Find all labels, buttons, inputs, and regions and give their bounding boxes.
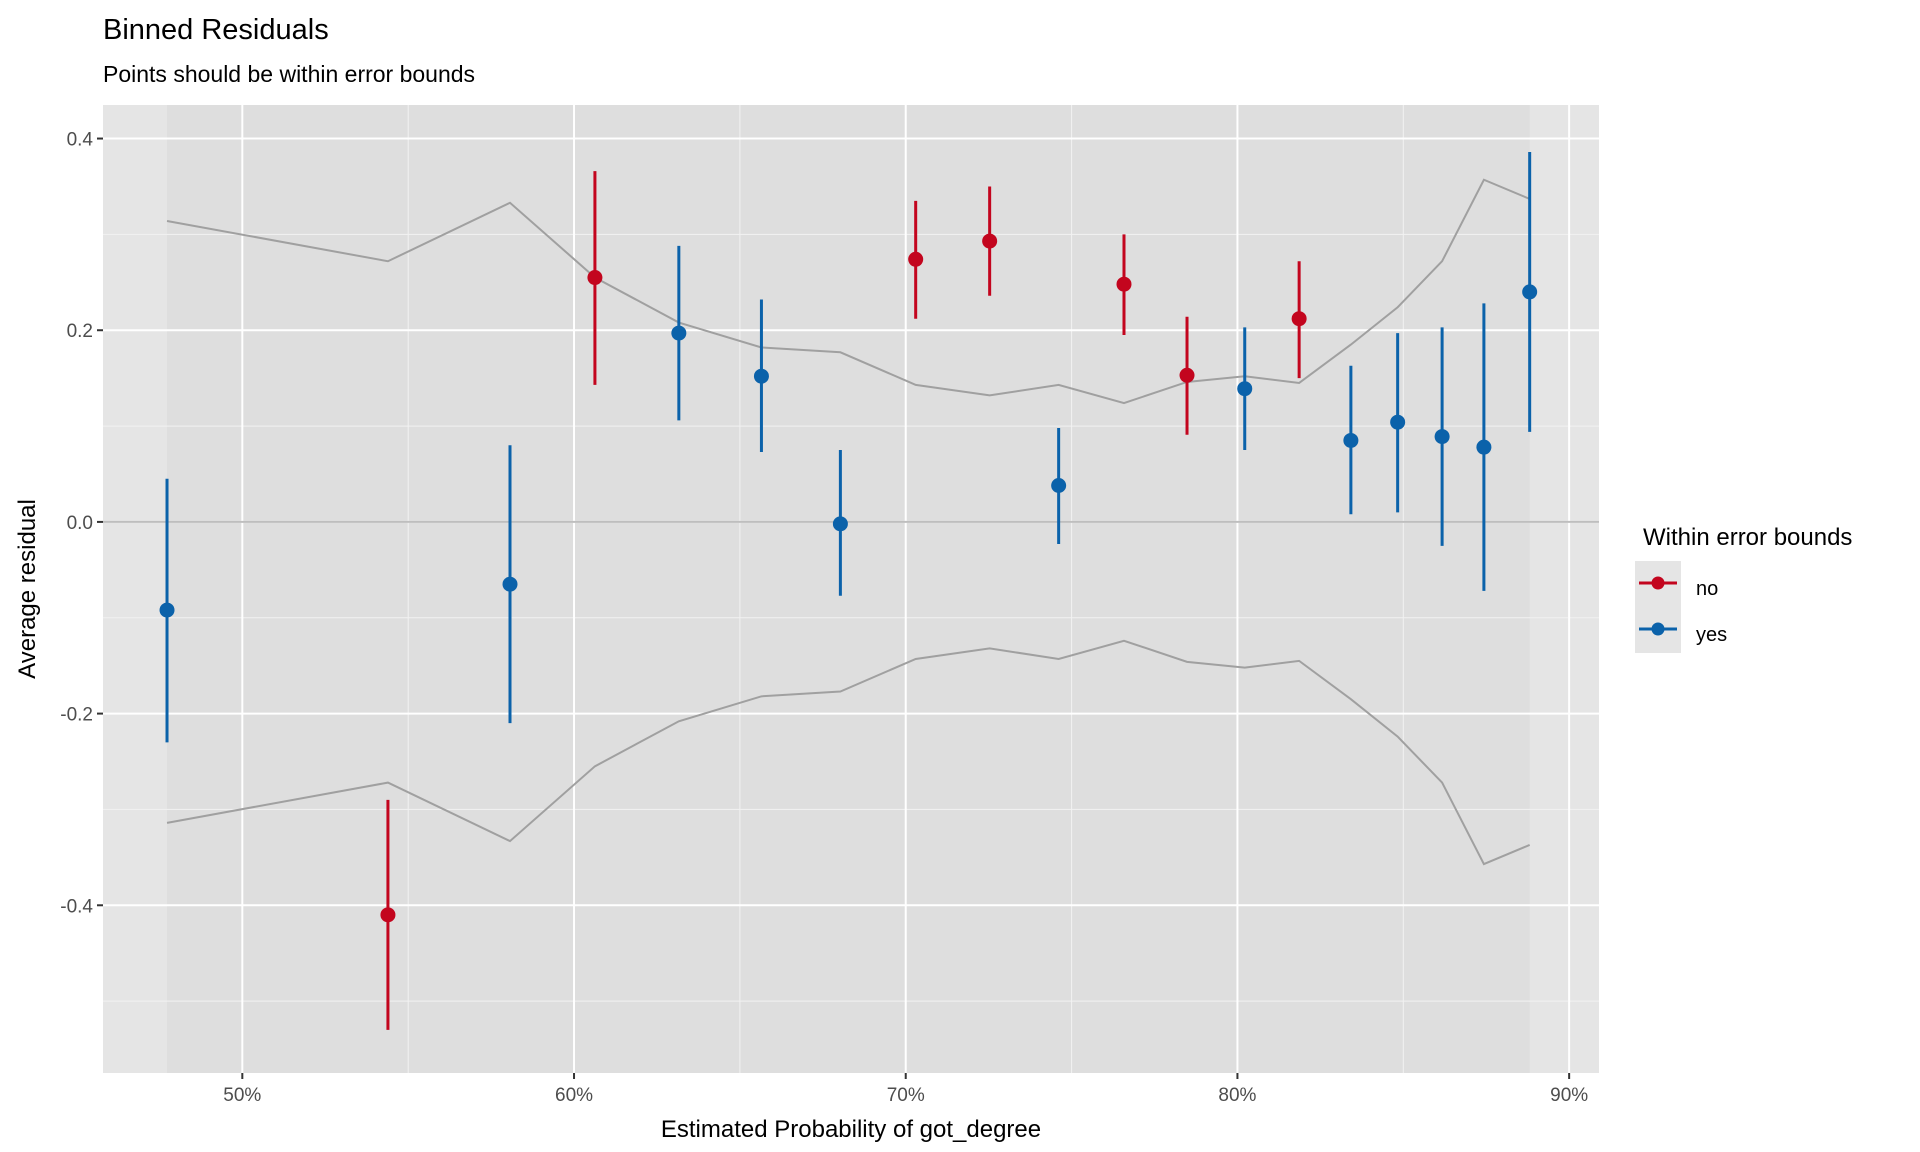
residual-point-yes	[1476, 439, 1492, 455]
legend-label-no: no	[1696, 578, 1718, 600]
residual-point-no	[1291, 311, 1307, 327]
residual-point-yes	[1237, 381, 1253, 397]
residual-point-yes	[1343, 432, 1359, 448]
legend-key-yes	[1639, 622, 1677, 636]
residual-point-yes	[502, 576, 518, 592]
chart-subtitle: Points should be within error bounds	[103, 61, 475, 87]
legend-key-no	[1639, 576, 1677, 590]
residual-point-no	[1179, 367, 1195, 383]
residual-point-yes	[1051, 477, 1067, 493]
x-tick-label: 60%	[555, 1085, 593, 1106]
y-tick-label: 0.4	[67, 130, 94, 151]
legend-label-yes: yes	[1696, 624, 1727, 646]
legend: Within error bounds no yes	[1635, 524, 1852, 653]
y-tick-label: 0.0	[67, 513, 93, 534]
chart-title: Binned Residuals	[103, 14, 329, 46]
residual-point-no	[380, 907, 396, 923]
residual-point-yes	[671, 325, 687, 341]
y-axis-label: Average residual	[14, 499, 41, 679]
residual-point-no	[1116, 276, 1132, 292]
legend-title: Within error bounds	[1643, 524, 1852, 551]
y-tick-label: -0.2	[60, 705, 93, 726]
y-tick-label: -0.4	[60, 896, 93, 917]
residual-point-no	[908, 251, 924, 267]
x-tick-label: 90%	[1550, 1085, 1588, 1106]
residual-point-no	[982, 233, 998, 249]
residual-point-no	[587, 270, 603, 286]
residual-point-yes	[1390, 414, 1406, 430]
residual-point-yes	[1434, 429, 1450, 445]
residual-point-yes	[1522, 284, 1538, 300]
residual-point-yes	[159, 602, 175, 618]
x-axis-label: Estimated Probability of got_degree	[661, 1116, 1041, 1143]
lower-error-bound-line	[166, 639, 1531, 866]
x-tick-label: 80%	[1218, 1085, 1256, 1106]
y-tick-label: 0.2	[67, 321, 93, 342]
legend-key-background	[1635, 561, 1681, 653]
x-tick-label: 50%	[223, 1085, 261, 1106]
error-bounds-ribbon	[167, 105, 1530, 1073]
x-tick-label: 70%	[887, 1085, 925, 1106]
residual-point-yes	[753, 368, 769, 384]
residual-point-yes	[832, 516, 848, 532]
